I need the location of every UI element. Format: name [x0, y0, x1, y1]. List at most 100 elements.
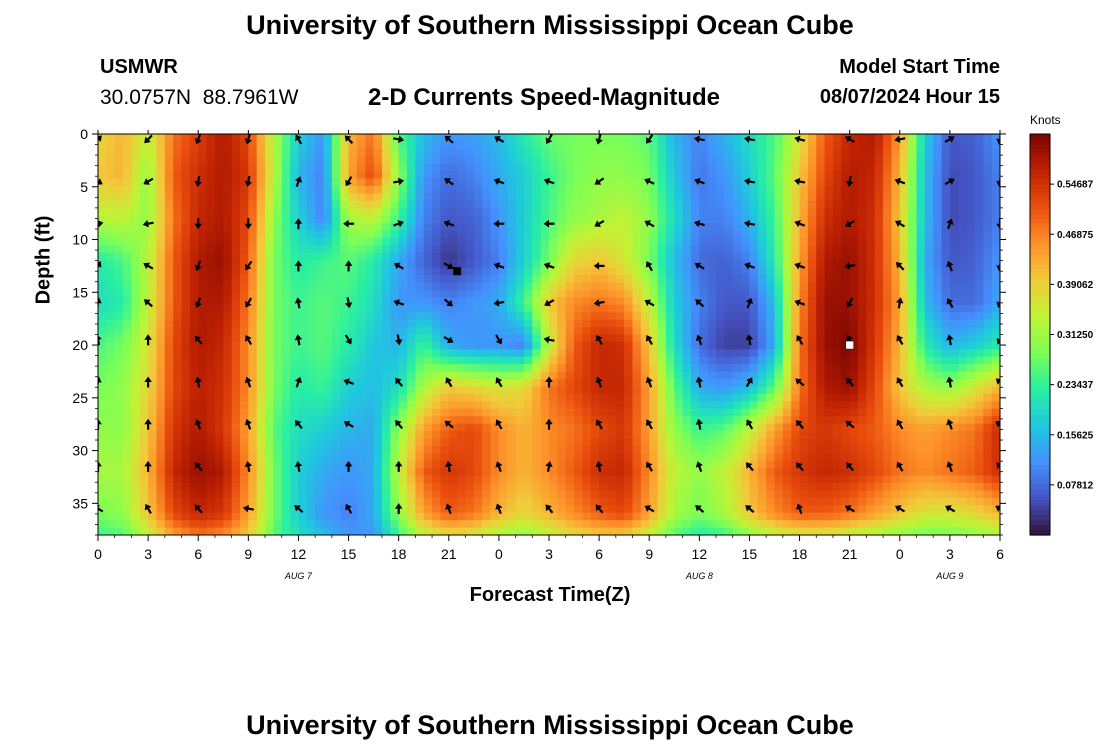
heat-cell — [624, 193, 634, 202]
heat-cell — [323, 349, 333, 358]
heat-cell — [440, 423, 450, 432]
heat-cell — [365, 223, 375, 232]
heat-cell — [490, 208, 500, 217]
heat-cell — [549, 431, 558, 440]
heat-cell — [248, 193, 258, 202]
heat-cell — [348, 163, 358, 172]
heat-cell — [615, 334, 625, 343]
heat-cell — [139, 371, 149, 380]
heat-cell — [849, 423, 859, 432]
heat-cell — [874, 141, 884, 150]
heat-cell — [657, 438, 667, 447]
heat-cell — [874, 208, 884, 217]
heat-cell — [933, 297, 943, 306]
heat-cell — [724, 460, 734, 469]
heat-cell — [290, 364, 300, 373]
heat-cell — [164, 275, 174, 284]
heat-cell — [373, 171, 383, 180]
heat-cell — [983, 148, 993, 157]
heat-cell — [298, 319, 308, 328]
heat-cell — [590, 416, 600, 425]
heat-cell — [899, 252, 909, 261]
heat-cell — [849, 223, 859, 232]
heat-cell — [557, 423, 567, 432]
heat-cell — [557, 208, 567, 217]
heat-cell — [114, 334, 124, 343]
heat-cell — [599, 134, 609, 143]
heat-cell — [690, 327, 700, 336]
heat-cell — [557, 215, 567, 224]
heat-cell — [757, 252, 767, 261]
heat-cell — [590, 371, 600, 380]
heat-cell — [239, 208, 249, 217]
heat-cell — [440, 431, 450, 440]
heat-cell — [365, 371, 375, 380]
heat-cell — [507, 245, 517, 254]
heat-cell — [941, 445, 951, 454]
heat-cell — [315, 401, 325, 410]
heat-cell — [941, 349, 951, 358]
heat-cell — [390, 230, 400, 239]
heat-cell — [181, 327, 191, 336]
heat-cell — [557, 282, 567, 291]
heat-cell — [265, 148, 274, 157]
heat-cell — [306, 193, 316, 202]
heat-cell — [298, 163, 308, 172]
heat-cell — [315, 267, 325, 276]
heat-cell — [640, 386, 650, 395]
heat-cell — [832, 193, 842, 202]
heat-cell — [415, 237, 425, 246]
heat-cell — [290, 163, 300, 172]
heat-cell — [891, 453, 901, 462]
heat-cell — [799, 289, 809, 298]
heat-cell — [498, 468, 508, 477]
heat-cell — [373, 163, 383, 172]
heat-cell — [732, 230, 742, 239]
heat-cell — [448, 453, 458, 462]
heat-cell — [724, 134, 734, 143]
heat-cell — [883, 215, 893, 224]
heat-cell — [590, 319, 600, 328]
heat-cell — [231, 468, 241, 477]
heat-cell — [908, 156, 918, 165]
heat-cell — [657, 341, 667, 350]
heat-cell — [574, 230, 584, 239]
heat-cell — [640, 364, 650, 373]
heat-cell — [757, 408, 767, 417]
heat-cell — [682, 423, 692, 432]
heat-cell — [657, 267, 667, 276]
heat-cell — [306, 312, 316, 321]
heat-cell — [131, 438, 141, 447]
heat-cell — [732, 349, 742, 358]
heat-cell — [966, 252, 976, 261]
heat-cell — [883, 171, 893, 180]
heat-cell — [582, 401, 592, 410]
heat-cell — [590, 468, 600, 477]
heat-cell — [891, 416, 901, 425]
heat-cell — [933, 401, 943, 410]
heat-cell — [924, 401, 934, 410]
heat-cell — [398, 267, 408, 276]
heat-cell — [239, 349, 249, 358]
heat-cell — [908, 379, 918, 388]
heat-cell — [214, 460, 224, 469]
heat-cell — [983, 267, 993, 276]
heat-cell — [465, 134, 475, 143]
heat-cell — [164, 408, 174, 417]
heat-cell — [440, 356, 450, 365]
heat-cell — [189, 163, 199, 172]
heat-cell — [381, 401, 391, 410]
heat-cell — [214, 327, 224, 336]
heat-cell — [615, 193, 625, 202]
heat-cell — [741, 171, 751, 180]
heat-cell — [933, 364, 943, 373]
heat-cell — [816, 289, 826, 298]
heat-cell — [465, 245, 475, 254]
heat-cell — [381, 453, 391, 462]
heat-cell — [123, 312, 133, 321]
heat-cell — [791, 237, 801, 246]
heat-cell — [640, 460, 650, 469]
heat-cell — [732, 289, 742, 298]
heat-cell — [206, 156, 216, 165]
heat-cell — [565, 148, 575, 157]
